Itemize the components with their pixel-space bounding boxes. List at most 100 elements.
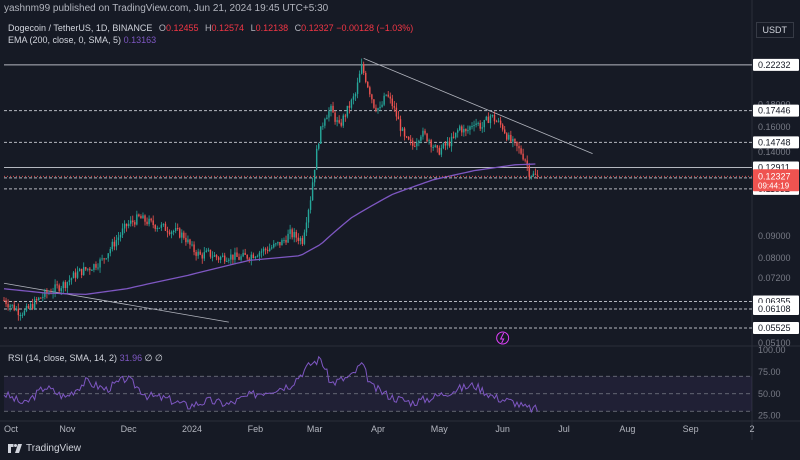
candle-body [524, 159, 526, 161]
rsi-tick-label: 25.00 [758, 411, 781, 421]
candle-body [414, 145, 416, 147]
candle-body [144, 215, 146, 222]
candle-body [471, 126, 473, 128]
rsi-legend[interactable]: RSI (14, close, SMA, 14, 2) 31.96 ∅ ∅ [8, 353, 163, 364]
candle-body [219, 256, 222, 260]
candle-body [87, 268, 89, 270]
candle-body [252, 254, 255, 259]
time-tick-label: Nov [59, 424, 76, 434]
candle-body [221, 255, 224, 257]
candle-body [493, 114, 496, 122]
candle-body [346, 105, 349, 117]
tradingview-icon [8, 444, 22, 453]
candle-body [301, 238, 304, 244]
time-tick-label: May [431, 424, 449, 434]
candle-body [156, 227, 158, 229]
currency-button[interactable]: USDT [755, 22, 794, 38]
candle-body [35, 299, 38, 301]
candle-body [475, 123, 477, 126]
candle-body [236, 252, 238, 257]
candle-body [506, 133, 508, 140]
level-price-label: 0.14748 [758, 137, 791, 147]
candle-body [174, 227, 177, 232]
candle-body [412, 140, 414, 146]
time-tick-label: 2 [749, 424, 754, 434]
candle-body [78, 268, 81, 272]
candle-body [483, 120, 485, 128]
candle-body [450, 136, 453, 147]
time-tick-label: Feb [248, 424, 264, 434]
candle-body [463, 129, 465, 133]
time-tick-label: Mar [307, 424, 323, 434]
candle-body [11, 304, 13, 306]
candle-body [189, 239, 191, 245]
candle-body [534, 173, 537, 175]
candle-body [536, 174, 539, 176]
level-price-tag [753, 322, 799, 335]
candle-body [477, 122, 479, 124]
candle-body [275, 243, 277, 245]
ema-legend[interactable]: EMA (200, close, 0, SMA, 5) 0.13163 [8, 35, 156, 45]
trendline [363, 58, 593, 154]
candle-body [279, 241, 281, 246]
candle-body [528, 165, 530, 177]
open-label: O [158, 23, 166, 33]
candle-body [391, 98, 394, 107]
candle-body [248, 258, 250, 260]
candle-body [40, 297, 42, 299]
candle-body [469, 126, 471, 130]
candle-body [117, 237, 120, 241]
candle-body [354, 93, 357, 97]
candle-body [348, 105, 351, 108]
candle-body [148, 218, 150, 225]
candle-body [44, 290, 46, 297]
candle-body [230, 254, 232, 260]
candle-body [350, 99, 353, 108]
candle-body [138, 214, 140, 217]
symbol-name[interactable]: Dogecoin / TetherUS, 1D, BINANCE [8, 23, 153, 33]
high-label: H [205, 23, 212, 33]
candle-body [152, 220, 154, 226]
level-price-tag [753, 303, 799, 316]
candle-body [158, 227, 161, 229]
candle-body [389, 96, 391, 99]
candle-body [168, 232, 171, 235]
candle-body [258, 252, 261, 257]
candle-body [428, 140, 430, 142]
candle-body [332, 105, 334, 113]
candle-body [185, 237, 187, 243]
candle-body [520, 148, 522, 154]
candle-body [56, 284, 58, 286]
candle-body [107, 253, 109, 259]
candle-body [307, 209, 310, 223]
rsi-tick-label: 50.00 [758, 389, 781, 399]
candle-body [226, 260, 228, 262]
candle-body [191, 244, 193, 246]
candle-body [264, 248, 267, 250]
time-tick-label: Jun [495, 424, 510, 434]
candle-body [9, 305, 11, 308]
candle-body [530, 176, 532, 178]
candle-body [399, 119, 402, 131]
candle-body [183, 232, 185, 238]
candle-body [409, 139, 412, 141]
candle-body [526, 160, 528, 166]
candle-body [205, 250, 208, 253]
candle-body [426, 133, 428, 142]
candle-body [512, 138, 514, 142]
candle-body [160, 224, 163, 228]
candle-body [201, 254, 203, 259]
candle-body [256, 256, 259, 258]
candle-body [179, 228, 181, 238]
candle-body [134, 222, 136, 225]
tradingview-logo[interactable]: TradingView [8, 443, 81, 454]
candle-body [203, 252, 205, 259]
rsi-tick-label: 75.00 [758, 367, 781, 377]
candle-body [7, 304, 9, 308]
candle-body [64, 282, 67, 288]
candle-body [242, 252, 244, 257]
lightning-icon [499, 332, 505, 344]
candle-body [362, 64, 365, 73]
candle-body [177, 227, 179, 229]
